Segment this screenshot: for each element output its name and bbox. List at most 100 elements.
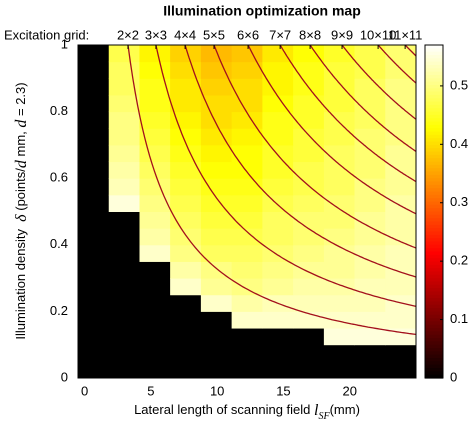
y-tick-label: 0.4	[50, 236, 68, 251]
colorbar-swatch	[425, 324, 443, 329]
heatmap-cell	[323, 161, 355, 179]
heatmap-cell	[354, 294, 386, 312]
heatmap-cell	[385, 278, 417, 296]
heatmap-cell	[354, 228, 386, 246]
heatmap-cell	[231, 244, 263, 262]
colorbar-swatch	[425, 224, 443, 229]
heatmap-cell	[108, 194, 141, 212]
contour-line	[155, 45, 416, 307]
label-part: mm,	[13, 128, 28, 161]
top-tick-label: 4×4	[174, 27, 196, 42]
heatmap-cell	[200, 278, 233, 296]
colorbar-swatch	[425, 321, 443, 326]
heatmap-cell	[170, 94, 202, 113]
colorbar-swatch	[425, 184, 443, 189]
heatmap-cell	[385, 328, 417, 346]
heatmap-cell	[293, 178, 325, 196]
heatmap-cell	[323, 328, 355, 346]
heatmap-cell	[139, 244, 171, 262]
heatmap-cell	[293, 278, 325, 296]
heatmap-cell	[385, 78, 417, 96]
heatmap-cell	[323, 228, 355, 246]
heatmap-cell	[323, 311, 355, 329]
colorbar-swatch	[425, 45, 443, 49]
heatmap-cell	[293, 161, 325, 179]
colorbar-swatch	[425, 288, 443, 293]
heatmap-cell	[385, 244, 417, 262]
heatmap-cell	[323, 78, 355, 96]
x-tick-label: 20	[342, 383, 356, 398]
heatmap-cell	[262, 228, 294, 246]
colorbar-swatch	[425, 61, 443, 66]
heatmap-cell	[170, 194, 202, 212]
heatmap-cell	[354, 211, 386, 229]
label-part: Illumination density	[13, 222, 28, 340]
heatmap-cell	[231, 211, 263, 229]
colorbar-swatch	[425, 261, 443, 266]
heatmap-cell	[293, 244, 325, 262]
heatmap-cell	[354, 128, 386, 146]
heatmap-cell	[385, 128, 417, 146]
x-tick-label: 0	[81, 383, 88, 398]
top-tick-label: 3×3	[145, 27, 167, 42]
heatmap-cell	[293, 228, 325, 246]
colorbar-swatch	[425, 374, 443, 379]
colorbar-swatch	[425, 334, 443, 339]
heatmap-cell	[262, 194, 294, 212]
colorbar-tick-label: 0.3	[450, 194, 468, 209]
heatmap-cell	[170, 178, 202, 196]
heatmap-cell	[139, 111, 171, 129]
heatmap-cell	[200, 294, 233, 312]
colorbar-swatch	[425, 344, 443, 349]
heatmap-cell	[170, 211, 202, 229]
contour-line	[341, 45, 416, 120]
colorbar-swatch	[425, 354, 443, 359]
heatmap-cell	[262, 128, 294, 146]
colorbar-swatch	[425, 204, 443, 209]
colorbar-swatch	[425, 148, 443, 153]
colorbar-swatch	[425, 234, 443, 239]
heatmap-cell	[262, 111, 294, 129]
colorbar-swatch	[425, 71, 443, 76]
colorbar-frame	[424, 44, 444, 379]
heatmap-cell	[170, 244, 202, 262]
colorbar-swatch	[425, 171, 443, 176]
colorbar-swatch	[425, 268, 443, 273]
x-tick-label: 15	[276, 383, 290, 398]
y-tick-label: 0.2	[50, 303, 68, 318]
heatmap-cell	[231, 94, 263, 113]
top-tick-label: 9×9	[331, 27, 353, 42]
heatmap-cell	[231, 78, 263, 96]
colorbar-swatch	[425, 194, 443, 199]
heatmap-cell	[262, 161, 294, 179]
heatmap-cell	[139, 228, 171, 246]
colorbar-swatch	[425, 238, 443, 243]
heatmap-cell	[293, 144, 325, 163]
contour-line	[213, 45, 416, 249]
colorbar-swatch	[425, 174, 443, 179]
colorbar-swatch	[425, 231, 443, 236]
label-part: SF	[318, 411, 330, 422]
colorbar-tick-label: 0.1	[450, 311, 468, 326]
heatmap-cell	[170, 128, 202, 146]
colorbar-swatch	[425, 218, 443, 223]
colorbar-swatch	[425, 244, 443, 249]
colorbar-swatch	[425, 64, 443, 69]
heatmap-cell	[323, 211, 355, 229]
colorbar-swatch	[425, 128, 443, 133]
label-part: Lateral length of scanning field	[134, 402, 314, 417]
colorbar: 0 0.1 0.2 0.3 0.4 0.5	[424, 44, 468, 384]
colorbar-tick-label: 0.2	[450, 253, 468, 268]
heatmap-cell	[200, 111, 233, 129]
heatmap-cell	[354, 261, 386, 279]
colorbar-swatch	[425, 284, 443, 289]
heatmap-cell	[262, 278, 294, 296]
heatmap-cell	[108, 144, 141, 163]
heatmap-cell	[354, 311, 386, 329]
heatmap-cell	[323, 194, 355, 212]
heatmap-cell	[323, 244, 355, 262]
heatmap-cell	[293, 294, 325, 312]
top-tick-label: 6×6	[237, 27, 259, 42]
colorbar-swatch	[425, 254, 443, 259]
colorbar-swatch	[425, 301, 443, 306]
